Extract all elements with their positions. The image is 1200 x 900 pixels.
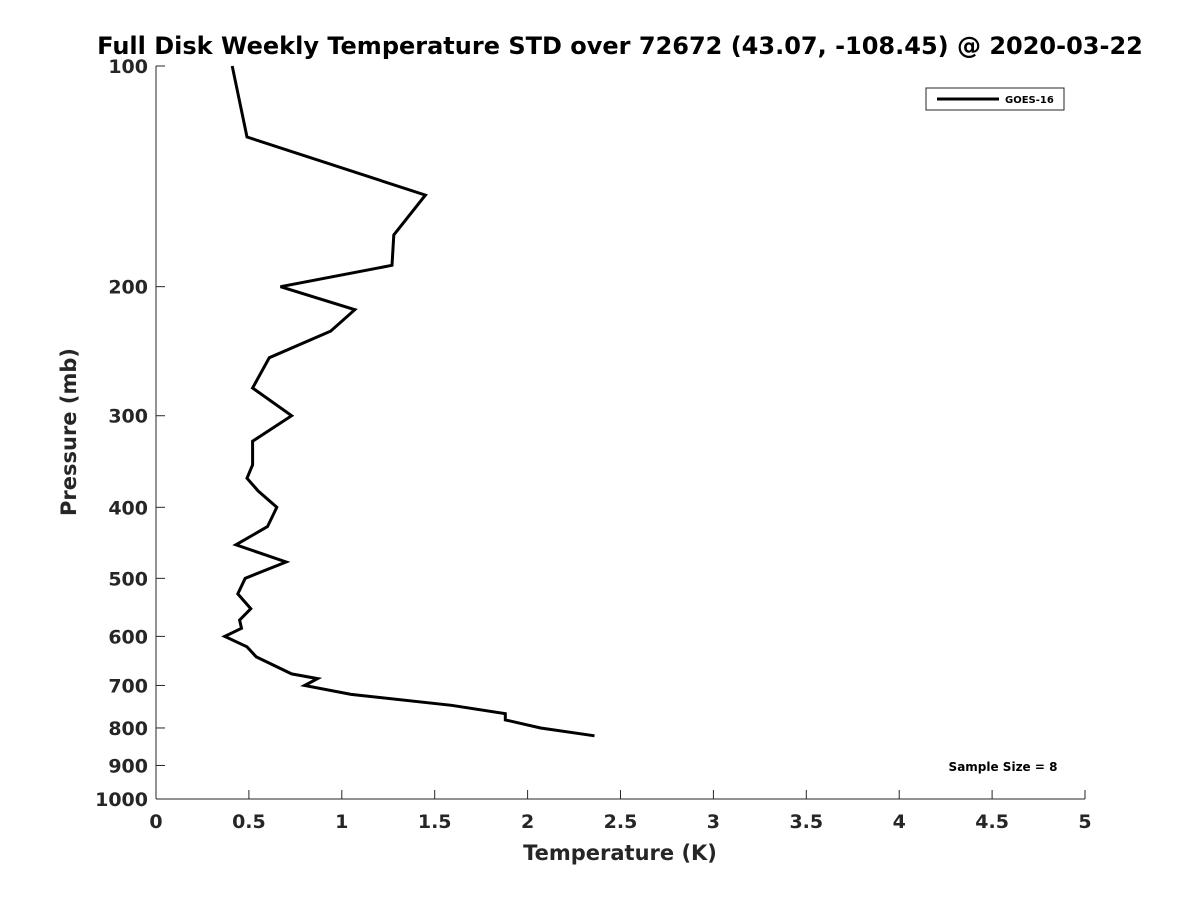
- x-tick-label: 3: [707, 811, 720, 833]
- y-tick-label: 100: [108, 56, 148, 78]
- y-tick-label: 700: [108, 675, 148, 697]
- x-tick-label: 0.5: [232, 811, 266, 833]
- y-tick-label: 200: [108, 277, 148, 299]
- y-tick-label: 300: [108, 406, 148, 428]
- x-tick-label: 4.5: [975, 811, 1009, 833]
- y-tick-label: 500: [108, 568, 148, 590]
- x-tick-label: 2: [521, 811, 534, 833]
- y-tick-label: 800: [108, 718, 148, 740]
- axis-ticks: 0 0.5 1 1.5 2 2.5 3 3.5 4 4.5 5 100 200 300 400 500 600 7…: [95, 56, 1092, 833]
- x-tick-label: 2.5: [604, 811, 638, 833]
- chart-title: Full Disk Weekly Temperature STD over 72…: [97, 32, 1143, 60]
- x-tick-label: 0: [149, 811, 162, 833]
- x-tick-label: 3.5: [789, 811, 823, 833]
- y-axis-label: Pressure (mb): [57, 348, 81, 516]
- y-tick-label: 400: [108, 497, 148, 519]
- series-line-goes-16: [221, 65, 595, 738]
- legend-label-goes-16: GOES-16: [1005, 95, 1054, 106]
- data-series: [221, 65, 595, 738]
- y-tick-label: 1000: [95, 789, 148, 811]
- x-axis-label: Temperature (K): [523, 841, 717, 865]
- y-tick-label: 600: [108, 626, 148, 648]
- x-tick-label: 1.5: [418, 811, 452, 833]
- y-tick-label: 900: [108, 755, 148, 777]
- legend: GOES-16: [925, 87, 1065, 111]
- x-tick-label: 4: [893, 811, 906, 833]
- x-tick-label: 5: [1078, 811, 1091, 833]
- x-tick-label: 1: [335, 811, 348, 833]
- sample-size-annotation: Sample Size = 8: [949, 760, 1058, 774]
